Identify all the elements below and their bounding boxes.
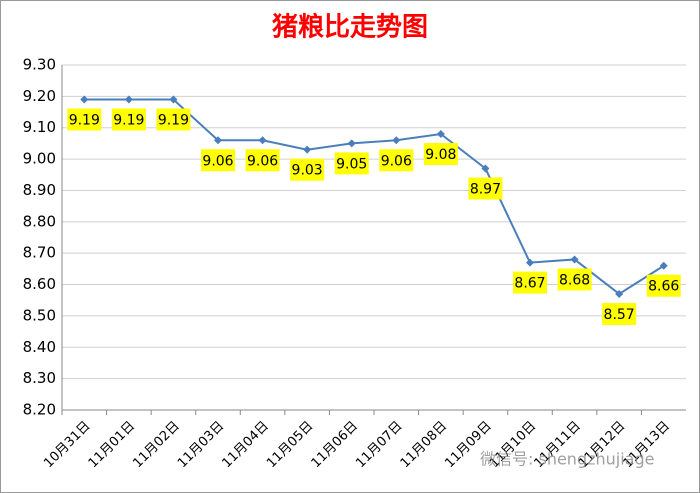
marker	[615, 289, 624, 298]
marker	[392, 136, 401, 145]
value-label-box	[67, 108, 102, 131]
y-tick-label: 8.50	[23, 306, 56, 324]
value-label: 9.19	[158, 113, 189, 129]
y-tick-label: 9.00	[23, 150, 56, 168]
marker	[526, 258, 534, 267]
value-label: 9.05	[336, 156, 367, 172]
value-label: 8.97	[470, 182, 501, 198]
marker	[214, 136, 222, 145]
line	[84, 98, 665, 296]
marker	[347, 139, 356, 148]
marker	[124, 95, 133, 104]
value-label: 9.03	[292, 163, 323, 179]
value-label-box	[334, 152, 369, 175]
marker	[436, 130, 445, 138]
value-label: 9.08	[425, 147, 456, 163]
marker	[80, 95, 89, 104]
y-tick-label: 9.10	[23, 118, 56, 136]
value-label-box	[201, 149, 235, 172]
y-tick-label: 8.30	[23, 369, 56, 387]
value-label-box	[468, 177, 503, 200]
marker	[659, 261, 668, 270]
y-tick-label: 8.60	[23, 275, 56, 293]
value-label-box	[290, 158, 325, 181]
value-label-box	[245, 149, 280, 172]
watermark: 微信号: shengzhujiage	[480, 450, 654, 469]
value-label-box	[111, 108, 146, 131]
y-tick-label: 9.20	[23, 87, 56, 105]
y-tick-label: 8.20	[23, 401, 56, 419]
value-label-box	[557, 268, 592, 291]
value-label: 9.06	[247, 153, 278, 169]
marker	[169, 95, 178, 104]
value-label-box	[379, 149, 414, 172]
value-label: 8.57	[604, 307, 635, 323]
y-tick-label: 8.80	[23, 212, 56, 230]
y-tick-label: 8.90	[23, 181, 56, 199]
y-tick-label: 8.40	[23, 338, 56, 356]
marker	[481, 164, 490, 173]
value-label-box	[513, 271, 547, 294]
y-tick-label: 8.70	[23, 244, 56, 262]
value-label: 9.06	[381, 153, 412, 169]
marker	[303, 145, 312, 154]
value-label-box	[423, 143, 458, 165]
value-label: 8.68	[559, 272, 590, 288]
value-label-box	[602, 302, 637, 325]
value-label: 8.67	[514, 276, 545, 292]
value-label: 9.19	[69, 113, 100, 129]
value-label-box	[646, 274, 681, 297]
chart-title: 猪粮比走势图	[272, 12, 428, 43]
value-label: 9.19	[113, 113, 144, 129]
value-label: 8.66	[648, 279, 679, 295]
y-tick-label: 9.30	[23, 56, 56, 74]
marker	[258, 136, 267, 145]
value-label-box	[156, 108, 191, 131]
marker	[570, 255, 579, 264]
value-label: 9.06	[202, 153, 233, 169]
